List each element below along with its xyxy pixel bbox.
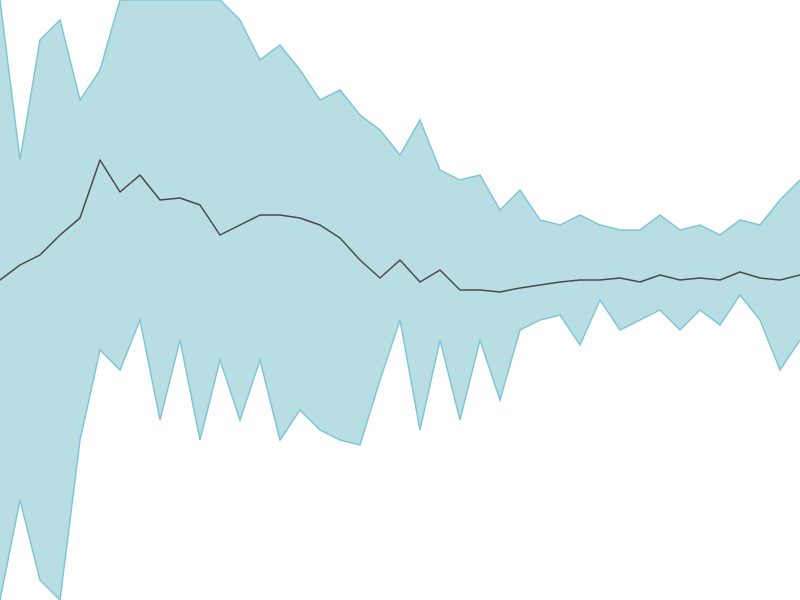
confidence-band-chart: [0, 0, 800, 600]
chart-svg: [0, 0, 800, 600]
confidence-band-area: [0, 0, 800, 600]
